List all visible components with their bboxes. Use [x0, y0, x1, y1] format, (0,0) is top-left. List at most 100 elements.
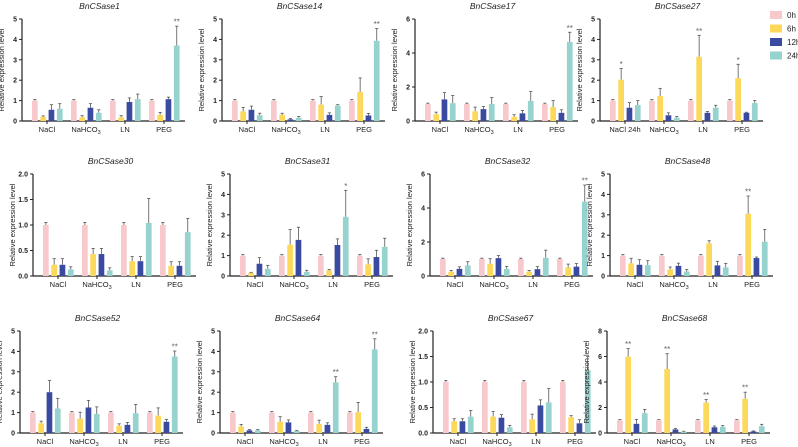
- bar-12h-peg: [163, 421, 170, 433]
- bar-12h-ln: [124, 424, 131, 433]
- bar-24h-nacl: [464, 265, 471, 276]
- bar-0h-nahco3: [464, 104, 470, 121]
- significance-label: **: [742, 384, 748, 393]
- chart-panel-bncsase1: BnCSase1 Relative expression level 0 1 2 3 4 5 N…: [0, 1, 185, 136]
- x-tick-label: PEG: [734, 125, 750, 134]
- bar-12h-peg: [750, 431, 757, 433]
- bar-0h-peg: [149, 100, 155, 121]
- y-tick-label: 0: [421, 274, 425, 281]
- significance-label: **: [582, 177, 588, 186]
- y-tick-label: 4: [221, 192, 225, 199]
- y-tick-label: 3: [11, 369, 15, 376]
- x-tick-label: LN: [528, 280, 538, 289]
- legend-label: 6h: [787, 25, 796, 34]
- x-tick-label: NaHCO3: [279, 280, 308, 291]
- bar-0h-ln: [698, 255, 704, 276]
- y-axis-label: Relative expression level: [390, 28, 399, 111]
- bar-6h-nahco3: [490, 416, 496, 433]
- bar-24h-peg: [381, 246, 388, 276]
- x-tick-label: NaCl: [50, 280, 67, 289]
- bar-12h-nahco3: [295, 239, 302, 276]
- bar-24h-ln: [332, 382, 339, 433]
- chart-title: BnCSase30: [88, 156, 134, 166]
- y-tick-label: 3: [221, 212, 225, 219]
- bar-6h-nahco3: [77, 418, 83, 433]
- y-tick-label: 5: [213, 17, 217, 24]
- bar-12h-peg: [753, 258, 760, 276]
- bar-6h-nahco3: [79, 117, 85, 121]
- y-tick-label: 0: [11, 431, 15, 438]
- x-tick-label: LN: [118, 437, 128, 446]
- bar-12h-peg: [365, 115, 372, 121]
- bar-6h-peg: [365, 264, 371, 276]
- bar-0h-ln: [695, 420, 701, 433]
- bar-0h-ln: [310, 100, 316, 121]
- bar-6h-nacl: [238, 426, 244, 433]
- bar-0h-ln: [503, 104, 509, 121]
- chart-title: BnCSase17: [470, 1, 516, 11]
- significance-label: **: [374, 20, 380, 29]
- y-axis-label: Relative expression level: [195, 340, 204, 423]
- y-tick-label: 0: [13, 119, 17, 126]
- bar-12h-ln: [704, 112, 711, 121]
- bar-6h-ln: [316, 423, 322, 433]
- bar-0h-nahco3: [271, 100, 277, 121]
- bar-24h-nahco3: [295, 117, 302, 121]
- bar-12h-ln: [324, 424, 331, 433]
- y-tick-label: 1: [601, 253, 605, 260]
- bar-0h-peg: [349, 100, 355, 121]
- bar-0h-peg: [542, 104, 548, 121]
- bar-0h-nacl: [43, 225, 49, 276]
- y-axis-label: Relative expression level: [0, 28, 6, 111]
- bar-12h-nacl: [48, 109, 55, 121]
- bar-6h-nacl: [248, 272, 254, 276]
- x-tick-label: NaCl: [450, 437, 467, 446]
- bar-12h-ln: [714, 265, 721, 276]
- bar-12h-peg: [743, 112, 750, 121]
- bar-6h-peg: [155, 415, 161, 433]
- bar-0h-nahco3: [482, 382, 488, 433]
- bar-0h-ln: [518, 259, 524, 276]
- bar-6h-ln: [529, 419, 535, 433]
- bar-24h-ln: [132, 413, 139, 433]
- x-tick-label: NaHCO3: [269, 437, 298, 447]
- y-tick-label: 2: [601, 233, 605, 240]
- x-tick-label: PEG: [354, 437, 370, 446]
- bar-24h-ln: [527, 100, 534, 121]
- y-tick-label: 4: [591, 37, 595, 44]
- bar-6h-nacl: [628, 263, 634, 276]
- bar-24h-peg: [184, 232, 191, 276]
- bar-0h-nahco3: [71, 100, 77, 121]
- bar-24h-peg: [171, 356, 178, 433]
- bar-6h-nacl: [451, 421, 457, 433]
- bar-6h-ln: [696, 56, 702, 121]
- significance-label: *: [344, 182, 347, 191]
- chart-title: BnCSase64: [275, 313, 321, 323]
- y-tick-label: 3: [211, 369, 215, 376]
- bar-12h-nacl: [441, 99, 448, 121]
- y-tick-label: 0.0: [18, 274, 28, 281]
- x-tick-label: NaCl: [624, 437, 641, 446]
- y-tick-label: 1: [591, 98, 595, 105]
- bar-24h-ln: [134, 99, 141, 121]
- bar-6h-nacl: [51, 264, 57, 276]
- bar-0h-peg: [347, 412, 353, 433]
- bar-24h-ln: [712, 107, 719, 121]
- chart-title: BnCSase1: [79, 1, 120, 11]
- bar-6h-ln: [118, 117, 124, 121]
- bar-0h-nahco3: [659, 255, 665, 276]
- chart-title: BnCSase31: [285, 156, 331, 166]
- x-tick-label: NaHCO3: [82, 280, 111, 291]
- chart-panel-bncsase68: BnCSase68 Relative expression level 0 2 4 6 8 N…: [582, 313, 770, 447]
- bar-0h-nahco3: [82, 225, 88, 276]
- bar-0h-nacl: [32, 100, 38, 121]
- y-tick-label: 0: [213, 119, 217, 126]
- chart-panel-bncsase14: BnCSase14 Relative expression level 0 1 2 3 4 5…: [197, 1, 385, 136]
- y-tick-label: 0.5: [18, 248, 28, 255]
- x-tick-label: PEG: [744, 280, 760, 289]
- bar-6h-nacl: [40, 116, 46, 121]
- bar-12h-peg: [176, 265, 183, 276]
- y-tick-label: 2: [421, 240, 425, 247]
- y-tick-label: 1.5: [18, 197, 28, 204]
- bar-12h-nacl-24h: [626, 107, 633, 121]
